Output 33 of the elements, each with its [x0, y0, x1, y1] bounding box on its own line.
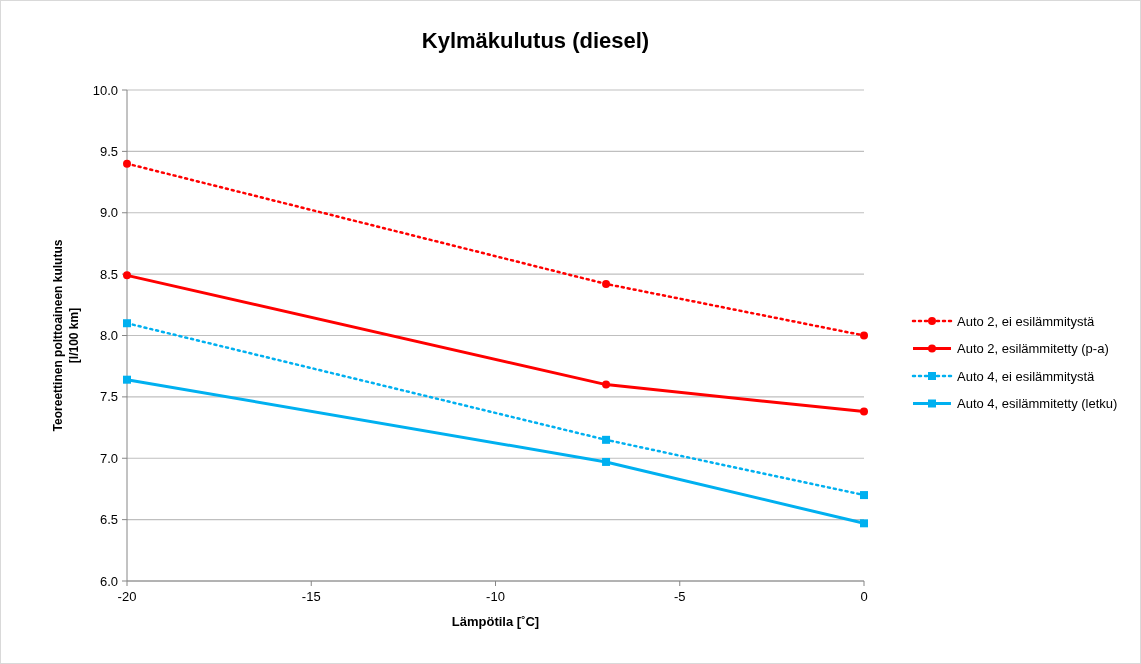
x-tick-label: -10: [486, 589, 505, 604]
y-tick-label: 10.0: [92, 82, 118, 98]
y-tick-label: 6.5: [99, 512, 118, 528]
legend-label: Auto 2, esilämmitetty (p-a): [957, 341, 1109, 357]
y-tick-label: 9.0: [99, 205, 118, 221]
y-tick-label: 8.5: [99, 266, 118, 282]
point: [602, 457, 611, 466]
point: [860, 491, 868, 500]
legend-label: Auto 4, esilämmitetty (letku): [957, 396, 1118, 412]
point: [860, 519, 868, 528]
x-tick-label: -15: [301, 589, 321, 604]
point: [123, 319, 131, 328]
x-axis-title: Lämpötila [˚C]: [451, 614, 540, 629]
chart-title: Kylmäkulutus (diesel): [421, 28, 650, 53]
x-tick-label: 0: [860, 589, 868, 604]
y-tick-label: 6.0: [99, 573, 118, 589]
point: [123, 271, 131, 280]
y-axis-title: Teoreettinen polttoaineen kulutus [l/100 km]: [51, 239, 81, 432]
point: [860, 407, 868, 416]
y-tick-label: 7.5: [99, 389, 118, 405]
legend-label: Auto 4, ei esilämmitystä: [957, 368, 1096, 384]
legend-label: Auto 2, ei esilämmitystä: [957, 313, 1096, 329]
point: [860, 331, 868, 340]
point: [602, 380, 611, 389]
point: [602, 435, 611, 444]
point: [602, 279, 611, 288]
y-tick-label: 7.0: [99, 450, 118, 466]
y-tick-label: 9.5: [99, 143, 118, 159]
x-tick-label: -5: [673, 589, 686, 604]
x-tick-label: -20: [117, 589, 137, 604]
y-tick-label: 8.0: [99, 328, 118, 344]
point: [123, 159, 131, 168]
point: [123, 375, 131, 384]
